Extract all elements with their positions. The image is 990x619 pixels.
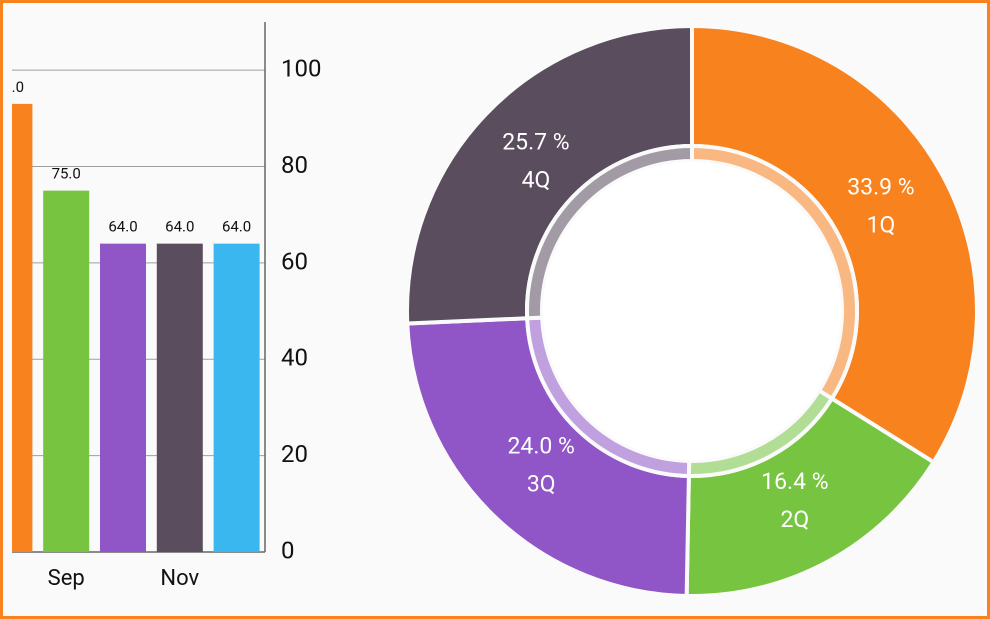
bar [12,103,33,552]
slice-category-label: 2Q [780,506,809,533]
bar [213,243,260,553]
slice-category-label: 3Q [527,471,556,498]
value-label: 75.0 [52,165,81,183]
y-tick-label: 40 [281,344,308,372]
donut-inner-ring [525,143,694,321]
value-label: 64.0 [165,218,194,236]
slice-value-label: 16.4 % [761,468,828,495]
value-label: 64.0 [108,218,137,236]
value-label: 64.0 [222,218,251,236]
bar [100,243,146,553]
donut-chart: 33.9 % 1Q 16.4 % 2Q 24.0 % 3Q 25.7 % 4Q [405,23,979,598]
y-tick-label: 100 [281,55,321,83]
slice-category-label: 1Q [867,211,896,238]
x-tick-label: Sep [48,566,85,591]
donut-hole [543,162,841,460]
bar-chart: 93.0 75.0 Sep 64.0 64.0 Nov 64.0 [0,22,266,591]
bar [43,190,90,553]
value-label: 93.0 [0,78,24,96]
slice-category-label: 4Q [522,167,551,194]
y-tick-label: 60 [281,247,308,275]
slice-value-label: 24.0 % [507,433,574,460]
y-tick-label: 20 [281,440,308,468]
y-tick-label: 0 [281,536,295,564]
bar [156,243,203,553]
y-tick-label: 80 [281,151,308,179]
slice-value-label: 25.7 % [502,129,569,156]
slice-value-label: 33.9 % [847,173,914,200]
x-tick-label: Nov [160,566,199,591]
